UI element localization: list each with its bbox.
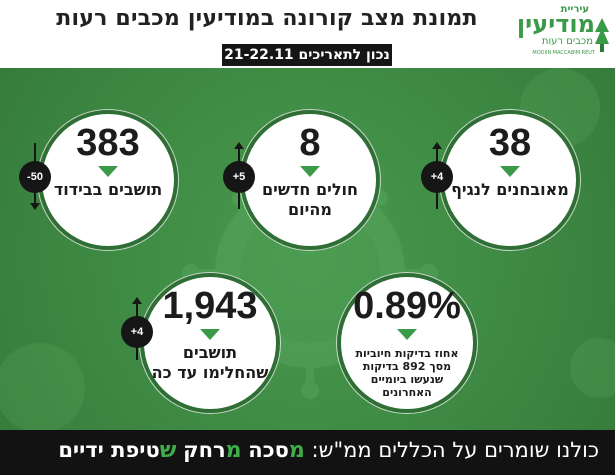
rule-handwash-rest: טיפת ידיים: [58, 438, 160, 462]
logo-sub-text: מכבים רעות: [541, 36, 593, 47]
logo-mark-icon: [595, 18, 609, 52]
rule-mask: מסכה: [248, 438, 305, 463]
date-banner: נכון לתאריכים 21-22.11: [222, 44, 392, 66]
confirmed-label: מאובחנים לנגיף: [451, 180, 569, 199]
isolation-value: 383: [76, 122, 140, 164]
rule-handwash-letter: ש: [159, 438, 177, 463]
logo-main-text: מודיעין: [516, 10, 595, 38]
rule-mask-letter: מ: [288, 438, 305, 463]
page-title: תמונת מצב קורונה במודיעין מכבים רעות: [56, 6, 478, 31]
logo-top-text: עיריית: [560, 4, 589, 15]
triangle-down-icon: [397, 329, 417, 340]
isolation-label: תושבים בבידוד: [53, 180, 163, 199]
stats-panel: 38 מאובחנים לנגיף +4 8 חולים חדשים מהיום…: [0, 68, 615, 430]
rule-distance-letter: מ: [225, 438, 242, 463]
rule-distance: מרחק: [183, 438, 242, 463]
confirmed-stat-card: 38 מאובחנים לנגיף: [440, 110, 580, 250]
triangle-down-icon: [98, 166, 118, 177]
footer-banner: כולנו שומרים על הכללים ממ"ש: מסכה מרחק ש…: [0, 430, 615, 475]
rule-mask-rest: סכה: [248, 438, 289, 462]
rules-text: כולנו שומרים על הכללים ממ"ש: מסכה מרחק ש…: [58, 438, 599, 463]
city-logo: עיריית מודיעין מכבים רעות MODIIN MACCABI…: [516, 4, 609, 64]
recovered-label: תושבים שהחלימו עד כה: [151, 343, 269, 382]
new-patients-value: 8: [299, 122, 321, 164]
logo-english-text: MODIIN MACCABIM REUT: [532, 50, 595, 56]
positive-rate-stat-card: 0.89% אחוז בדיקות חיוביות מסך 892 בדיקות…: [337, 273, 477, 413]
recovered-change-badge: +4: [121, 316, 153, 348]
triangle-down-icon: [300, 166, 320, 177]
new-patients-change-badge: +5: [223, 161, 255, 193]
isolation-change-badge: -50: [19, 161, 51, 193]
confirmed-change-badge: +4: [421, 161, 453, 193]
recovered-stat-card: 1,943 תושבים שהחלימו עד כה: [140, 273, 280, 413]
rules-intro: כולנו שומרים על הכללים ממ"ש:: [311, 438, 600, 462]
rule-handwash: שטיפת ידיים: [58, 438, 177, 463]
new-patients-label: חולים חדשים מהיום: [262, 180, 358, 219]
isolation-stat-card: 383 תושבים בבידוד: [38, 110, 178, 250]
header: תמונת מצב קורונה במודיעין מכבים רעות נכו…: [0, 0, 615, 68]
rule-distance-rest: רחק: [183, 438, 226, 462]
new-patients-stat-card: 8 חולים חדשים מהיום: [240, 110, 380, 250]
triangle-down-icon: [200, 329, 220, 340]
triangle-down-icon: [500, 166, 520, 177]
confirmed-value: 38: [488, 122, 532, 164]
recovered-value: 1,943: [162, 285, 258, 327]
positive-rate-value: 0.89%: [353, 285, 461, 327]
positive-rate-label: אחוז בדיקות חיוביות מסך 892 בדיקות שנעשו…: [355, 347, 459, 399]
